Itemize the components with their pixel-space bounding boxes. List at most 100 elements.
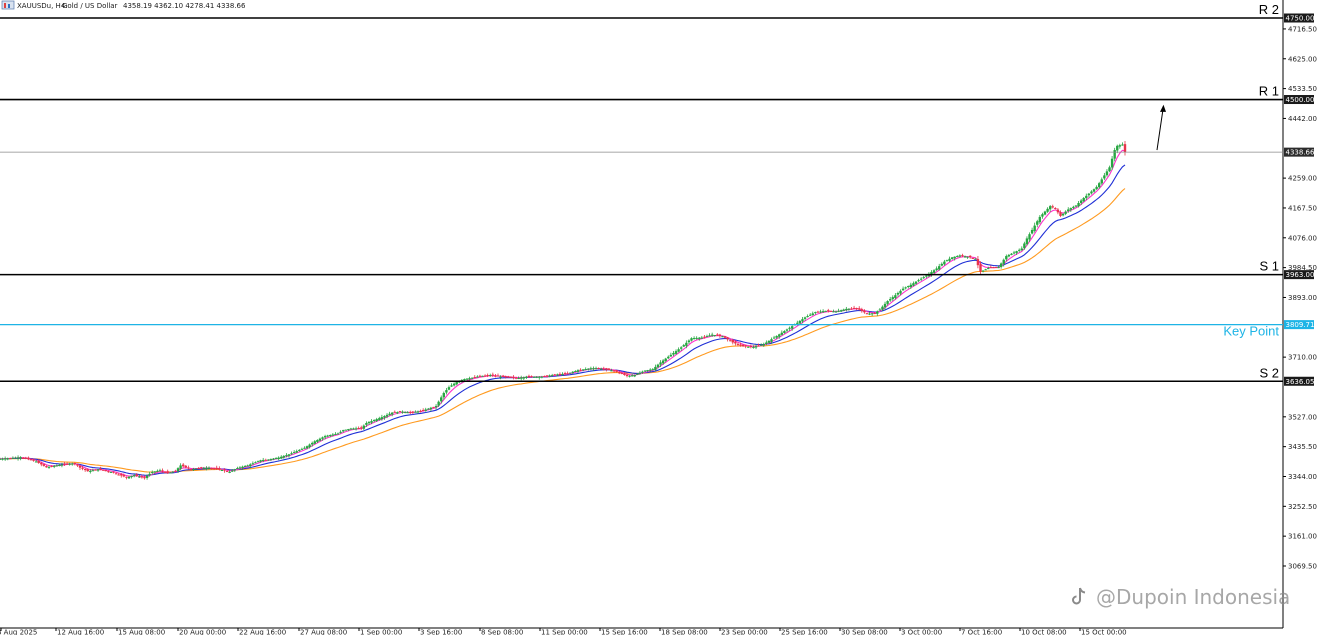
candle-bull (476, 376, 479, 378)
candle-bull (375, 419, 378, 421)
candle-bull (414, 411, 417, 413)
candle-bull (1015, 251, 1018, 253)
level-price-label-key-point: 3809.71 (1286, 321, 1315, 329)
time-tick-label: 25 Sep 16:00 (781, 629, 828, 635)
candle-bull (465, 378, 469, 380)
candle-bear (104, 470, 107, 472)
candle-bear (478, 375, 482, 377)
candle-bear (509, 376, 513, 378)
candle-bull (904, 287, 907, 289)
candle-bull (352, 428, 355, 430)
candle-bull (254, 462, 257, 464)
candle-bear (491, 374, 495, 376)
candle-bear (1123, 144, 1127, 153)
current-price-box (1284, 147, 1314, 157)
candle-bull (1113, 150, 1116, 159)
candle-bull (1007, 254, 1011, 257)
candle-bull (574, 370, 577, 372)
price-tick-label: 4716.50 (1288, 25, 1317, 33)
candle-bull (238, 467, 242, 469)
candle-bull (1010, 253, 1013, 255)
candle-bull (669, 354, 673, 357)
candle-bull (326, 435, 329, 437)
price-axis[interactable]: 4716.50 4625.00 4533.50 4442.00 4259.00 4167.… (1282, 0, 1317, 628)
candle-bear (357, 427, 360, 429)
candle-bear (94, 469, 97, 471)
candle-bull (790, 326, 794, 329)
candle-bull (171, 471, 175, 473)
candle-bull (470, 377, 474, 379)
candle-bull (796, 322, 799, 324)
candle-bull (909, 284, 913, 287)
candle-bull (370, 421, 373, 423)
candle-bear (107, 471, 110, 473)
candle-bull (762, 344, 765, 346)
candle-bull (767, 340, 771, 343)
candle-bull (1118, 145, 1122, 147)
candle-bear (163, 472, 167, 474)
candle-bull (778, 334, 781, 337)
tiktok-icon (1072, 587, 1086, 605)
time-tick-label: 3 Oct 00:00 (901, 629, 942, 635)
candle-bull (894, 295, 897, 299)
candle-bull (956, 256, 959, 258)
price-tick-label: 3344.00 (1288, 473, 1317, 481)
candle-bull (1012, 252, 1016, 254)
candle-bull (331, 434, 335, 436)
candle-bull (919, 278, 923, 280)
candle-bull (179, 465, 182, 469)
candle-bear (494, 375, 497, 377)
candle-bear (135, 474, 138, 476)
candle-bear (860, 309, 864, 311)
candle-bull (318, 438, 322, 441)
current-price-label: 4338.66 (1286, 149, 1315, 157)
candle-bull (589, 368, 593, 370)
price-tick-label: 4167.50 (1288, 204, 1317, 212)
candle-bull (819, 311, 822, 313)
header-description: Gold / US Dollar (62, 2, 118, 10)
candle-bull (656, 364, 660, 368)
candle-bull (362, 425, 366, 429)
time-tick-label: 15 Aug 08:00 (118, 629, 165, 635)
candle-bull (169, 472, 172, 474)
price-levels[interactable]: 4338.66 4750.00 R 2 4500.00 R 1 3963.00 S 1 380… (0, 2, 1315, 386)
candle-bull (576, 370, 580, 372)
candle-bull (1030, 229, 1034, 234)
candle-bull (938, 266, 941, 270)
candle-bull (96, 469, 100, 471)
candle-bull (391, 412, 394, 415)
candle-bull (300, 448, 304, 450)
candle-bull (385, 414, 389, 417)
candle-bull (249, 464, 252, 467)
candle-bear (42, 464, 46, 466)
candle-bull (713, 335, 716, 337)
candle-bull (243, 466, 247, 468)
candle-bear (22, 457, 25, 459)
candle-bull (592, 368, 595, 370)
candle-bull (1041, 214, 1044, 217)
candle-bull (341, 430, 345, 432)
time-tick-label: 11 Sep 00:00 (541, 629, 588, 635)
candle-bear (218, 468, 221, 470)
candle-bull (440, 397, 443, 402)
price-tick-label: 3252.50 (1288, 503, 1317, 511)
time-axis[interactable]: 8 Aug 2025 12 Aug 16:00 15 Aug 08:00 20 Aug… (0, 627, 1283, 635)
candle-bear (757, 345, 760, 347)
candle-bull (194, 468, 198, 470)
level-price-label-r-2: 4750.00 (1286, 15, 1315, 23)
candle-bear (200, 467, 203, 469)
candle-bull (785, 329, 789, 331)
candle-bull (788, 327, 791, 329)
candle-bull (3, 458, 7, 460)
candle-bull (886, 301, 889, 304)
candle-bull (60, 464, 64, 466)
candle-bull (1097, 183, 1101, 188)
candle-bear (32, 459, 35, 461)
candle-bull (383, 415, 386, 418)
candle-bull (935, 268, 938, 271)
candle-bull (334, 433, 337, 435)
candle-bull (556, 374, 559, 376)
candle-bear (968, 255, 972, 258)
candle-bull (945, 260, 949, 262)
